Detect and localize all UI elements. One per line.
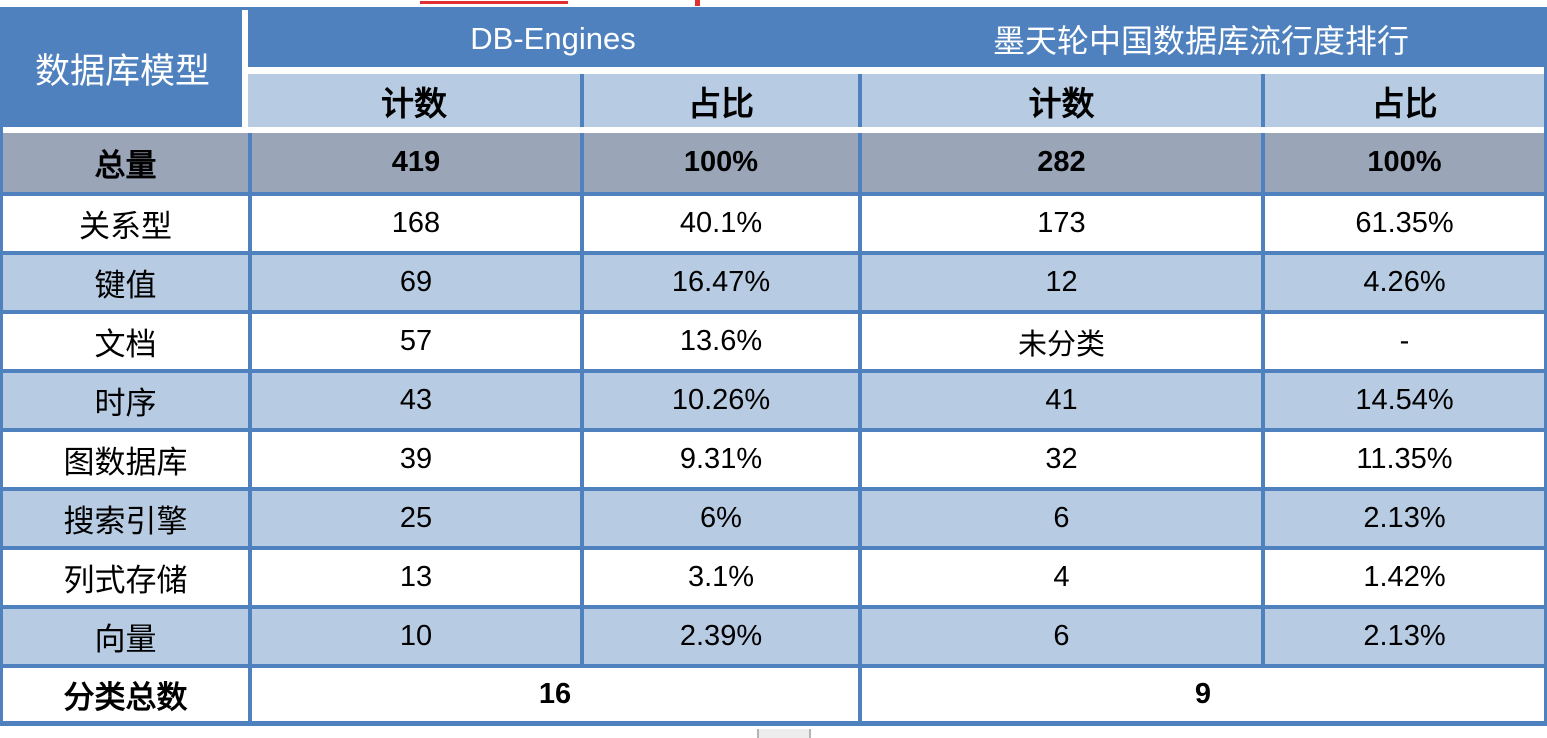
- cell-value: 43: [248, 369, 580, 428]
- row-label: 时序: [3, 369, 248, 428]
- cell-value: 6%: [580, 487, 858, 546]
- cell-value: 14.54%: [1261, 369, 1544, 428]
- footer-label: 分类总数: [3, 664, 248, 721]
- cell-value: 168: [248, 192, 580, 251]
- cell-value: 10: [248, 605, 580, 664]
- cell-value: 40.1%: [580, 192, 858, 251]
- cell-value: 16.47%: [580, 251, 858, 310]
- cropped-red-text-artifact: [420, 1, 568, 4]
- cell-value: 282: [858, 133, 1261, 192]
- cell-value: 419: [248, 133, 580, 192]
- row-label: 搜索引擎: [3, 487, 248, 546]
- cell-value: 6: [858, 605, 1261, 664]
- cell-value: 13.6%: [580, 310, 858, 369]
- database-model-comparison-table: 数据库模型 DB-Engines 墨天轮中国数据库流行度排行 计数 占比 计数 …: [0, 7, 1547, 726]
- cell-value: 61.35%: [1261, 192, 1544, 251]
- corner-header-cell: 数据库模型: [3, 10, 248, 127]
- section-header-band: DB-Engines 墨天轮中国数据库流行度排行: [248, 10, 1544, 67]
- cell-value: 4.26%: [1261, 251, 1544, 310]
- row-label: 键值: [3, 251, 248, 310]
- row-label: 文档: [3, 310, 248, 369]
- cell-value: 2.13%: [1261, 605, 1544, 664]
- cropped-red-text-artifact: [695, 0, 700, 6]
- cell-value: 10.26%: [580, 369, 858, 428]
- cell-value: 6: [858, 487, 1261, 546]
- row-label: 图数据库: [3, 428, 248, 487]
- cell-value: 41: [858, 369, 1261, 428]
- row-label: 总量: [3, 133, 248, 192]
- section-header-db-engines: DB-Engines: [470, 20, 636, 56]
- cell-value: 100%: [1261, 133, 1544, 192]
- section-header-modb-ranking: 墨天轮中国数据库流行度排行: [992, 21, 1409, 60]
- subheader-count-db: 计数: [248, 74, 580, 127]
- subheader-share-modb: 占比: [1261, 74, 1544, 127]
- cell-value: 32: [858, 428, 1261, 487]
- scrollbar-stub-artifact: [757, 729, 811, 738]
- cell-value: 100%: [580, 133, 858, 192]
- subheader-share-db: 占比: [580, 74, 858, 127]
- cell-value: 39: [248, 428, 580, 487]
- subheader-count-modb: 计数: [858, 74, 1261, 127]
- cell-value: 57: [248, 310, 580, 369]
- cell-value: 13: [248, 546, 580, 605]
- cell-value: 2.39%: [580, 605, 858, 664]
- row-label: 向量: [3, 605, 248, 664]
- footer-category-total-db-engines: 16: [248, 664, 858, 721]
- cell-value: 1.42%: [1261, 546, 1544, 605]
- row-label: 关系型: [3, 192, 248, 251]
- cell-value: 9.31%: [580, 428, 858, 487]
- cell-value: 3.1%: [580, 546, 858, 605]
- cell-value: 69: [248, 251, 580, 310]
- row-label: 列式存储: [3, 546, 248, 605]
- cell-value: 未分类: [858, 310, 1261, 369]
- cell-value: 173: [858, 192, 1261, 251]
- cell-value: 11.35%: [1261, 428, 1544, 487]
- cell-value: 12: [858, 251, 1261, 310]
- cell-value: 4: [858, 546, 1261, 605]
- cell-value: -: [1261, 310, 1544, 369]
- footer-category-total-modb: 9: [858, 664, 1544, 721]
- cell-value: 2.13%: [1261, 487, 1544, 546]
- cell-value: 25: [248, 487, 580, 546]
